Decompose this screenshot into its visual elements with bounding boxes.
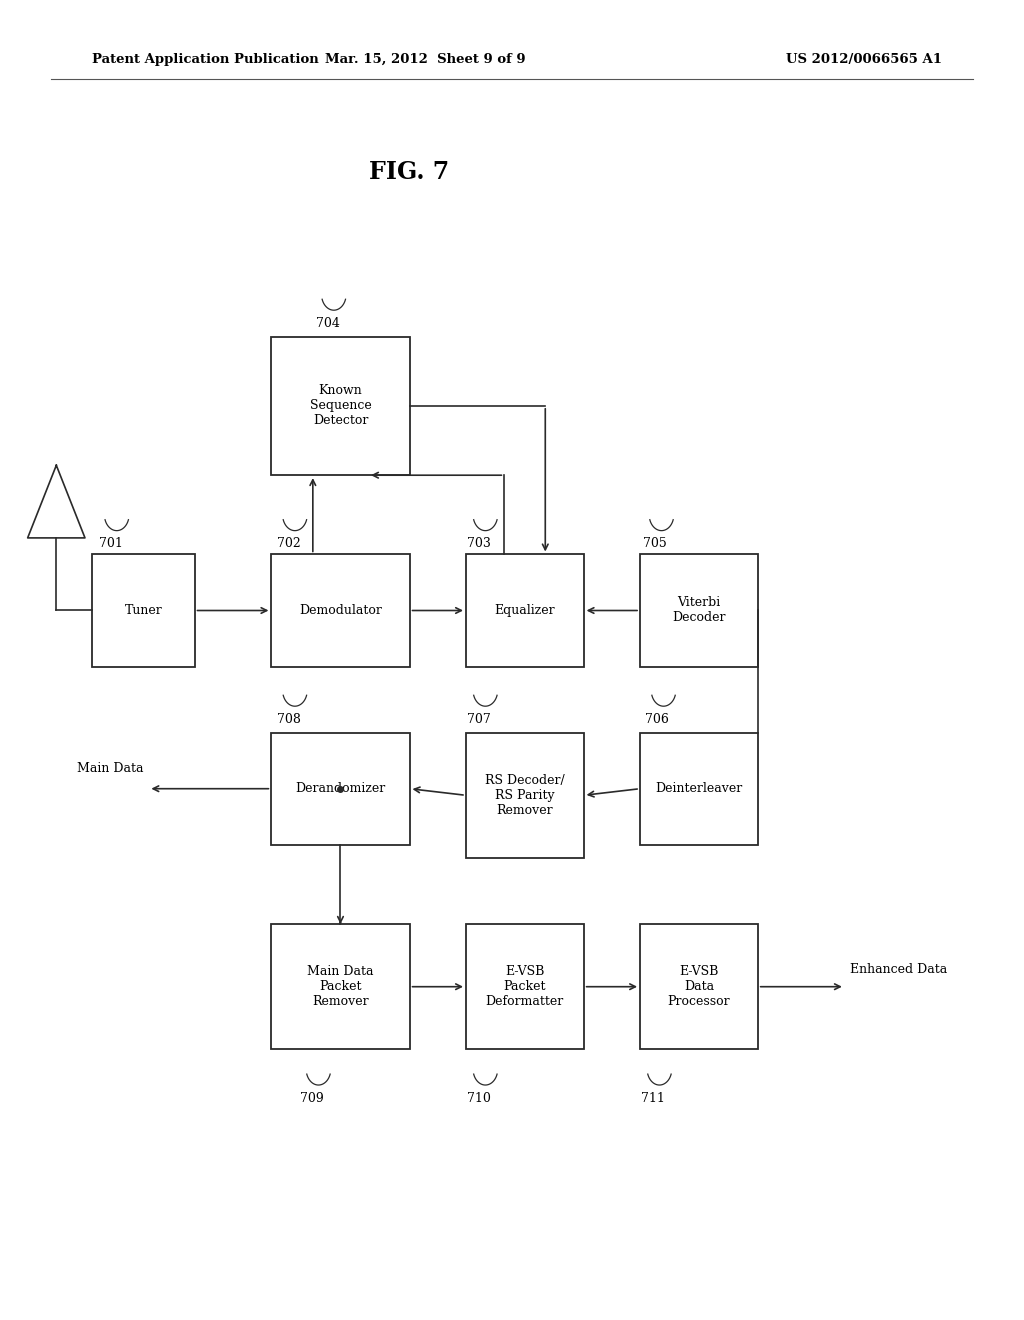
Text: RS Decoder/
RS Parity
Remover: RS Decoder/ RS Parity Remover [485, 774, 564, 817]
Text: Enhanced Data: Enhanced Data [850, 964, 947, 975]
Bar [640, 733, 758, 845]
Text: 704: 704 [315, 317, 340, 330]
Text: 702: 702 [276, 537, 301, 550]
Text: 705: 705 [643, 537, 668, 550]
Text: FIG. 7: FIG. 7 [370, 160, 450, 183]
Text: 706: 706 [645, 713, 670, 726]
Bar [640, 924, 758, 1049]
Text: E-VSB
Data
Processor: E-VSB Data Processor [668, 965, 730, 1008]
Text: Derandomizer: Derandomizer [295, 783, 386, 795]
Text: 708: 708 [276, 713, 301, 726]
Text: 710: 710 [467, 1092, 492, 1105]
Text: 709: 709 [300, 1092, 325, 1105]
Text: Tuner: Tuner [125, 605, 162, 616]
Text: Patent Application Publication: Patent Application Publication [92, 53, 318, 66]
Bar [92, 554, 195, 667]
Text: Viterbi
Decoder: Viterbi Decoder [672, 597, 726, 624]
Text: E-VSB
Packet
Deformatter: E-VSB Packet Deformatter [485, 965, 564, 1008]
Bar [271, 733, 410, 845]
Bar [466, 554, 584, 667]
Text: 701: 701 [98, 537, 123, 550]
Bar [466, 924, 584, 1049]
Text: 707: 707 [467, 713, 492, 726]
Text: Equalizer: Equalizer [495, 605, 555, 616]
Bar [271, 337, 410, 475]
Text: 703: 703 [467, 537, 492, 550]
Bar [271, 924, 410, 1049]
Text: Mar. 15, 2012  Sheet 9 of 9: Mar. 15, 2012 Sheet 9 of 9 [325, 53, 525, 66]
Bar [640, 554, 758, 667]
Text: 711: 711 [641, 1092, 666, 1105]
Text: Known
Sequence
Detector: Known Sequence Detector [309, 384, 372, 428]
Text: Demodulator: Demodulator [299, 605, 382, 616]
Text: Deinterleaver: Deinterleaver [655, 783, 742, 795]
Bar [466, 733, 584, 858]
Bar [271, 554, 410, 667]
Text: Main Data: Main Data [77, 763, 143, 776]
Text: US 2012/0066565 A1: US 2012/0066565 A1 [786, 53, 942, 66]
Text: Main Data
Packet
Remover: Main Data Packet Remover [307, 965, 374, 1008]
